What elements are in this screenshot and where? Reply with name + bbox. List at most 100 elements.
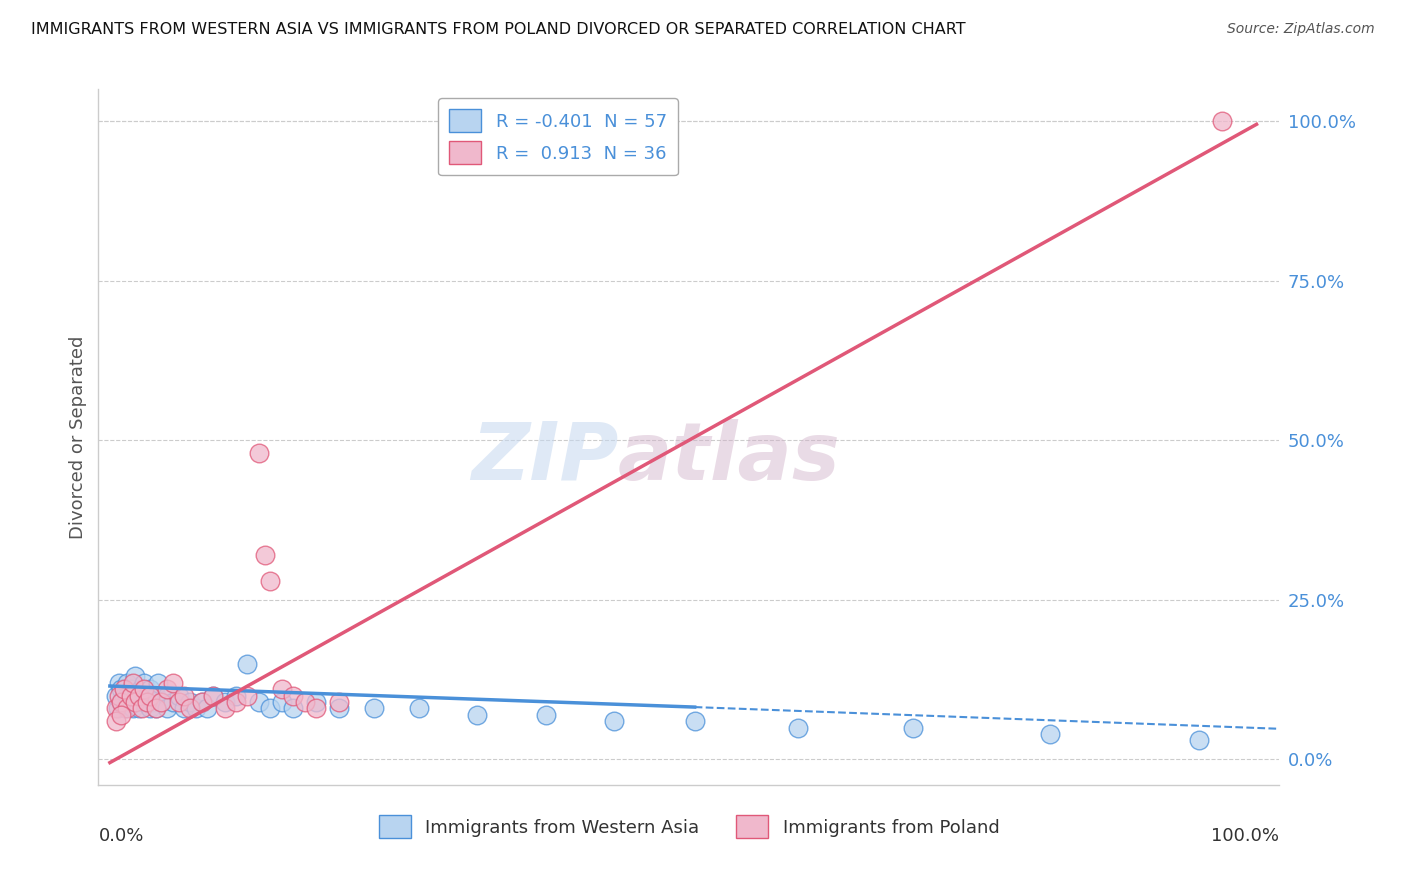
Point (145, 701, 167, 715)
Point (225, 695, 247, 709)
Point (128, 701, 150, 715)
Point (225, 689, 247, 703)
Point (146, 676, 169, 690)
Point (112, 682, 135, 697)
Point (283, 689, 305, 703)
Point (128, 689, 150, 703)
Point (179, 701, 201, 715)
Point (107, 701, 129, 715)
Point (195, 701, 218, 715)
Point (162, 676, 184, 690)
Legend: Immigrants from Western Asia, Immigrants from Poland: Immigrants from Western Asia, Immigrants… (371, 808, 1007, 846)
Point (150, 695, 173, 709)
Point (683, 714, 706, 728)
Point (104, 701, 127, 715)
Point (108, 676, 131, 690)
Point (1211, 114, 1233, 128)
Point (247, 695, 270, 709)
Text: Source: ZipAtlas.com: Source: ZipAtlas.com (1227, 22, 1375, 37)
Point (129, 682, 152, 697)
Point (156, 701, 179, 715)
Point (179, 695, 201, 709)
Text: IMMIGRANTS FROM WESTERN ASIA VS IMMIGRANTS FROM POLAND DIVORCED OR SEPARATED COR: IMMIGRANTS FROM WESTERN ASIA VS IMMIGRAN… (31, 22, 966, 37)
Point (247, 446, 270, 460)
Point (408, 701, 430, 715)
Point (328, 701, 350, 715)
Point (134, 676, 156, 690)
Point (603, 714, 626, 728)
Point (202, 689, 225, 703)
Point (162, 695, 184, 709)
Point (214, 695, 236, 709)
Point (120, 689, 142, 703)
Point (110, 707, 132, 722)
Point (534, 707, 557, 722)
Point (214, 701, 236, 715)
Point (294, 695, 316, 709)
Point (142, 695, 165, 709)
Point (114, 701, 136, 715)
Text: atlas: atlas (619, 419, 841, 497)
Point (328, 695, 350, 709)
Point (363, 701, 385, 715)
Point (110, 682, 132, 697)
Point (283, 701, 305, 715)
Point (190, 695, 212, 709)
Point (236, 657, 259, 671)
Point (173, 689, 195, 703)
Point (167, 695, 190, 709)
Point (139, 701, 162, 715)
Point (901, 721, 924, 735)
Point (202, 689, 225, 703)
Point (145, 689, 167, 703)
Point (156, 689, 179, 703)
Point (110, 695, 132, 709)
Point (124, 695, 146, 709)
Y-axis label: Divorced or Separated: Divorced or Separated (69, 335, 87, 539)
Point (259, 701, 281, 715)
Point (305, 701, 328, 715)
Point (1188, 733, 1211, 747)
Point (121, 689, 143, 703)
Point (120, 682, 142, 697)
Point (253, 548, 276, 562)
Point (135, 695, 157, 709)
Point (173, 701, 195, 715)
Point (124, 695, 146, 709)
Point (108, 689, 131, 703)
Point (139, 682, 162, 697)
Point (115, 689, 138, 703)
Point (236, 689, 259, 703)
Point (259, 574, 281, 588)
Text: 100.0%: 100.0% (1212, 827, 1279, 845)
Point (145, 701, 167, 715)
Point (104, 714, 127, 728)
Point (115, 676, 138, 690)
Point (124, 669, 146, 683)
Point (110, 695, 132, 709)
Point (190, 695, 212, 709)
Point (134, 695, 156, 709)
Point (131, 701, 153, 715)
Text: ZIP: ZIP (471, 419, 619, 497)
Point (121, 701, 143, 715)
Point (139, 689, 162, 703)
Point (1039, 727, 1062, 741)
Point (104, 689, 127, 703)
Text: 0.0%: 0.0% (98, 827, 143, 845)
Point (112, 689, 135, 703)
Point (121, 676, 143, 690)
Point (167, 689, 190, 703)
Point (134, 682, 156, 697)
Point (128, 689, 150, 703)
Point (465, 707, 488, 722)
Point (270, 682, 292, 697)
Point (150, 695, 173, 709)
Point (270, 695, 292, 709)
Point (135, 689, 157, 703)
Point (786, 721, 808, 735)
Point (118, 695, 141, 709)
Point (305, 695, 328, 709)
Point (184, 701, 207, 715)
Point (115, 701, 138, 715)
